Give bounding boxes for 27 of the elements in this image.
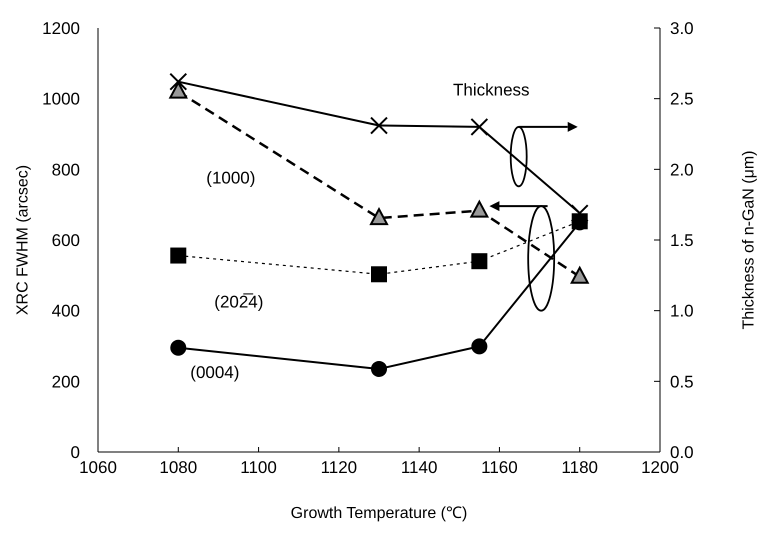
series-label: (202̅4) (214, 292, 264, 312)
y-tick-label: 600 (52, 231, 80, 250)
x-tick-label: 1120 (320, 458, 358, 478)
y-tick-label: 1000 (42, 90, 80, 109)
series-label: Thickness (453, 80, 530, 100)
x-tick-label: 1160 (481, 458, 518, 478)
y-axis-title: XRC FWHM (arcsec) (14, 164, 32, 316)
series-label: (1000) (206, 168, 256, 188)
y2-tick-label: 2.0 (670, 160, 694, 180)
y2-tick-label: 0.5 (670, 372, 694, 392)
y-tick-label: 0 (70, 443, 80, 462)
x-tick-label: 1080 (159, 458, 198, 478)
x-tick-label: 1060 (79, 458, 117, 478)
x-tick-label: 1100 (240, 458, 277, 478)
y2-tick-label: 1.0 (670, 302, 694, 321)
y-tick-label: 800 (52, 160, 80, 180)
y-tick-label: 1200 (42, 19, 80, 38)
y-tick-label: 400 (52, 302, 80, 321)
x-axis-title: Growth Temperature (℃) (290, 505, 468, 522)
y2-tick-label: 1.5 (670, 231, 694, 250)
y2-axis-title: Thickness of n-GaN (μm) (740, 150, 758, 330)
y-tick-label: 200 (52, 372, 80, 392)
y2-tick-label: 2.5 (670, 90, 694, 109)
series-label: (0004) (190, 362, 240, 382)
x-tick-label: 1180 (561, 458, 598, 478)
y2-tick-label: 3.0 (670, 19, 694, 38)
x-tick-label: 1140 (400, 458, 438, 478)
